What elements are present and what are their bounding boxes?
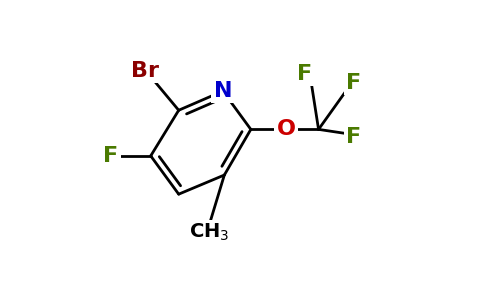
Text: N: N (213, 81, 232, 101)
Text: F: F (104, 146, 119, 166)
Text: Br: Br (131, 61, 159, 81)
Text: CH$_3$: CH$_3$ (189, 222, 229, 243)
Text: F: F (346, 127, 361, 147)
Text: F: F (346, 73, 361, 93)
Text: O: O (277, 119, 296, 140)
Text: F: F (297, 64, 312, 84)
